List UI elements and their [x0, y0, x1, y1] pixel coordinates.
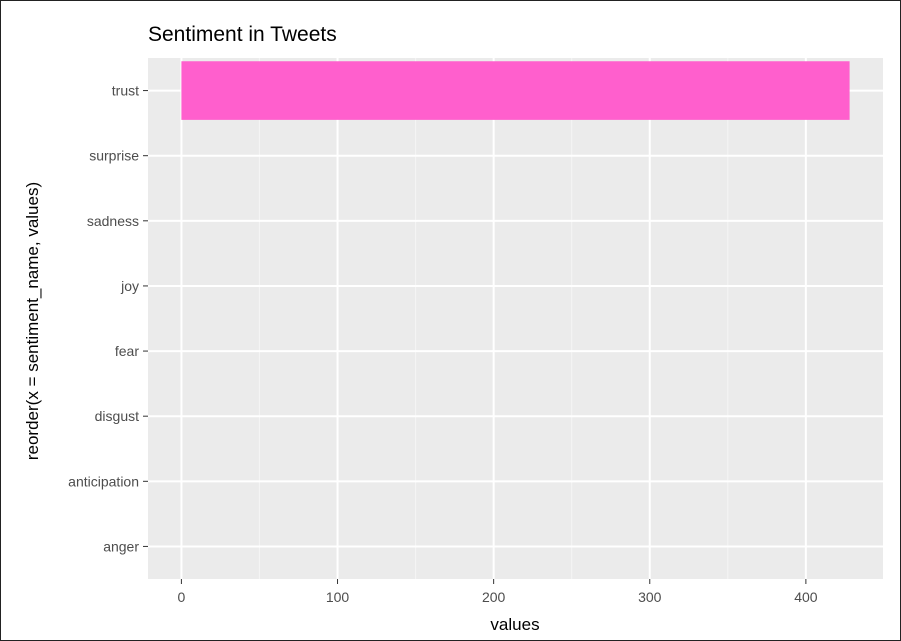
bar-trust — [181, 61, 850, 120]
x-tick-label: 300 — [638, 589, 662, 605]
x-tick-label: 0 — [178, 589, 186, 605]
x-axis: 0 100 200 300 400 — [178, 579, 818, 605]
y-tick-label: surprise — [89, 148, 139, 164]
y-tick-label: joy — [120, 278, 139, 294]
x-tick-label: 400 — [794, 589, 818, 605]
y-tick-label: sadness — [87, 213, 139, 229]
y-tick-label: disgust — [95, 408, 139, 424]
y-axis-title: reorder(x = sentiment_name, values) — [23, 182, 42, 460]
plot-panel — [148, 58, 883, 579]
x-axis-title: values — [490, 615, 539, 634]
grid-layer — [148, 58, 883, 579]
y-tick-label: anger — [103, 538, 139, 554]
y-tick-label: fear — [115, 343, 139, 359]
y-tick-label: anticipation — [68, 473, 139, 489]
bar-layer — [181, 61, 850, 120]
x-tick-label: 200 — [482, 589, 506, 605]
y-tick-label: trust — [112, 83, 139, 99]
chart-title: Sentiment in Tweets — [148, 23, 337, 46]
x-tick-label: 100 — [326, 589, 350, 605]
y-axis: trust surprise sadness joy fear disgust antici… — [68, 83, 148, 554]
